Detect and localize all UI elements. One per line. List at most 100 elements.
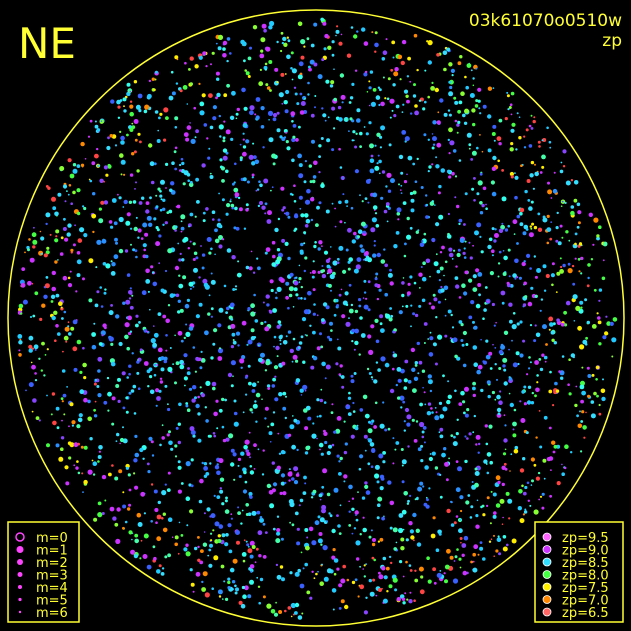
- star: [135, 181, 137, 184]
- star: [291, 120, 294, 123]
- star: [585, 411, 587, 414]
- star: [225, 496, 228, 500]
- star: [128, 297, 132, 300]
- star: [588, 212, 593, 217]
- star: [103, 200, 109, 205]
- star: [276, 248, 281, 252]
- star: [247, 594, 252, 599]
- star: [396, 212, 401, 216]
- star: [567, 383, 570, 387]
- star: [349, 117, 353, 121]
- star: [194, 136, 197, 139]
- star: [510, 128, 515, 133]
- star: [456, 418, 459, 421]
- star: [364, 251, 369, 256]
- star: [346, 404, 349, 407]
- star: [414, 498, 417, 501]
- star: [370, 465, 374, 469]
- star: [562, 263, 566, 268]
- star: [447, 309, 452, 314]
- star: [155, 404, 158, 407]
- star: [108, 472, 112, 477]
- star: [416, 68, 419, 72]
- star: [501, 482, 505, 487]
- star: [546, 241, 550, 245]
- star: [521, 261, 526, 267]
- star: [221, 179, 225, 183]
- star: [201, 93, 206, 98]
- star: [350, 379, 355, 384]
- star: [519, 400, 522, 403]
- star: [34, 379, 38, 382]
- star: [388, 317, 393, 322]
- star: [336, 25, 339, 28]
- star: [51, 270, 56, 276]
- star: [275, 296, 278, 300]
- star: [460, 390, 465, 396]
- star: [464, 192, 468, 196]
- star: [551, 338, 555, 342]
- star: [254, 113, 257, 116]
- star: [96, 239, 102, 245]
- star: [354, 69, 358, 72]
- star: [325, 209, 330, 214]
- star: [337, 105, 342, 110]
- star: [159, 190, 162, 193]
- star: [209, 543, 213, 548]
- star: [483, 459, 488, 464]
- star: [174, 116, 179, 121]
- star: [491, 254, 494, 257]
- star: [448, 252, 454, 258]
- star: [313, 303, 316, 306]
- star: [362, 258, 365, 261]
- star: [264, 68, 267, 71]
- star: [580, 272, 583, 275]
- star: [568, 392, 572, 396]
- star: [556, 481, 561, 486]
- star: [420, 575, 424, 579]
- star: [468, 143, 472, 147]
- star: [379, 537, 384, 542]
- star: [184, 61, 187, 65]
- star: [386, 97, 390, 101]
- star: [319, 448, 321, 451]
- star: [509, 171, 514, 177]
- star: [564, 466, 567, 470]
- star: [134, 538, 139, 544]
- star: [473, 199, 476, 202]
- star: [548, 140, 552, 144]
- star: [346, 53, 352, 58]
- star: [306, 536, 309, 539]
- star: [462, 330, 467, 336]
- star: [367, 280, 371, 284]
- star: [570, 210, 575, 216]
- star: [384, 292, 389, 297]
- star: [119, 153, 124, 158]
- star: [150, 265, 154, 269]
- star: [259, 201, 263, 205]
- star: [222, 40, 228, 46]
- star: [562, 149, 567, 154]
- star: [423, 391, 426, 394]
- star: [609, 321, 614, 326]
- star: [125, 299, 131, 305]
- star: [351, 340, 354, 343]
- star: [560, 376, 564, 380]
- star: [407, 155, 413, 161]
- star: [103, 180, 105, 183]
- star: [327, 268, 333, 274]
- star: [427, 95, 431, 99]
- star: [306, 37, 310, 41]
- star: [114, 237, 118, 242]
- star: [186, 298, 190, 302]
- star: [116, 507, 121, 512]
- star: [436, 120, 441, 125]
- star: [510, 453, 513, 456]
- star: [355, 132, 358, 135]
- star: [477, 272, 483, 277]
- star: [351, 507, 355, 511]
- star: [503, 330, 509, 335]
- star: [478, 293, 481, 297]
- star: [430, 86, 435, 91]
- star: [135, 255, 138, 259]
